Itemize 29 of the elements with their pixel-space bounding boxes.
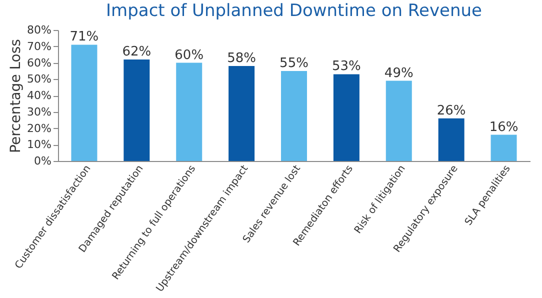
data-label: 53% [332,59,361,74]
y-tick-label: 80% [27,24,52,36]
data-label: 71% [70,30,99,45]
bar [438,118,464,161]
chart-title: Impact of Unplanned Downtime on Revenue [106,1,482,21]
data-label: 60% [174,48,204,63]
y-tick-label: 40% [27,89,52,102]
y-tick-label: 50% [27,72,52,86]
bar [176,62,202,161]
bar [71,44,98,161]
y-tick-label: 0% [34,154,52,168]
y-tick-label: 30% [27,105,52,118]
bar [124,59,150,161]
data-label: 49% [384,66,414,81]
y-tick-label: 70% [27,40,52,53]
data-label: 26% [436,103,466,118]
y-tick-label: 60% [27,56,52,70]
data-label: 58% [227,51,256,66]
bar [386,80,412,161]
y-axis-title: Percentage Loss [8,39,24,153]
data-label: 55% [280,56,308,71]
bar [333,74,360,161]
bar [490,134,517,161]
bar [281,70,307,161]
data-label: 16% [489,120,518,135]
y-tick-label: 20% [27,122,52,135]
data-label: 62% [122,44,152,60]
y-tick-label: 10% [27,138,52,152]
bar [228,66,255,161]
